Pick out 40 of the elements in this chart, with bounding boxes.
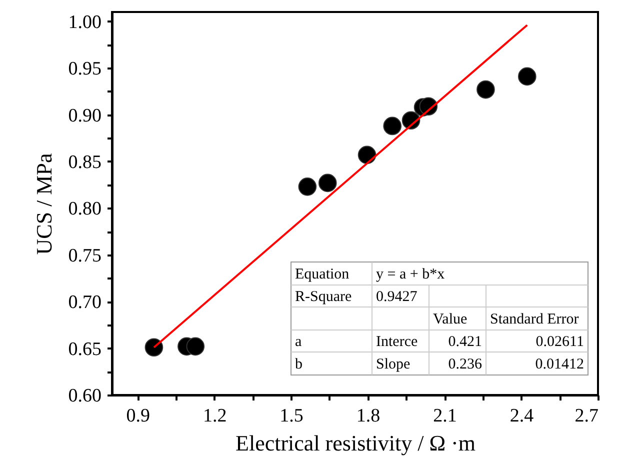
annotation: a: [295, 334, 302, 350]
point: [383, 116, 402, 136]
annotation: 0.9427: [376, 289, 418, 305]
y-tick-label: 0.65: [68, 338, 102, 360]
annotation: Slope: [376, 356, 411, 372]
x-tick-label: 1.8: [356, 406, 380, 426]
point: [518, 67, 536, 86]
annotation: Value: [433, 312, 468, 328]
annotation: b: [295, 356, 302, 372]
y-tick-label: 0.85: [68, 152, 102, 173]
point: [144, 338, 164, 356]
y-tick-label: 0.90: [68, 105, 102, 126]
y-tick-label: 0.70: [68, 292, 102, 314]
point: [318, 174, 337, 192]
annotation: 0.02611: [536, 334, 584, 350]
annotation: 0.236: [448, 356, 482, 372]
y-tick-label: 0.95: [68, 58, 102, 80]
y-tick-label: 1.00: [68, 12, 102, 33]
annotation: Equation: [295, 266, 350, 282]
x-tick-label: 1.2: [202, 406, 227, 426]
annotation: 0.01412: [535, 356, 584, 372]
annotation: R-Square: [295, 289, 352, 305]
point: [358, 146, 376, 164]
y-tick-label: 0.75: [68, 245, 102, 266]
x-tick-label: 2.7: [574, 406, 598, 426]
x-axis-title: Electrical resistivity / Ω ·m: [236, 430, 476, 456]
x-tick-label: 2.1: [433, 406, 457, 426]
point: [476, 80, 495, 99]
x-tick-label: 1.5: [280, 406, 304, 426]
x-tick-label: 0.9: [126, 406, 150, 426]
annotation: Interce: [376, 334, 418, 350]
annotation: y = a + b*x: [376, 266, 446, 282]
annotation: 0.421: [448, 334, 482, 350]
x-tick-label: 2.4: [510, 406, 534, 426]
y-axis-title: UCS / MPa: [31, 153, 56, 255]
point: [186, 337, 205, 356]
annotation: Standard Error: [490, 312, 579, 328]
y-tick-label: 0.80: [68, 198, 102, 220]
y-tick-label: 0.60: [68, 386, 102, 406]
point: [298, 178, 317, 196]
